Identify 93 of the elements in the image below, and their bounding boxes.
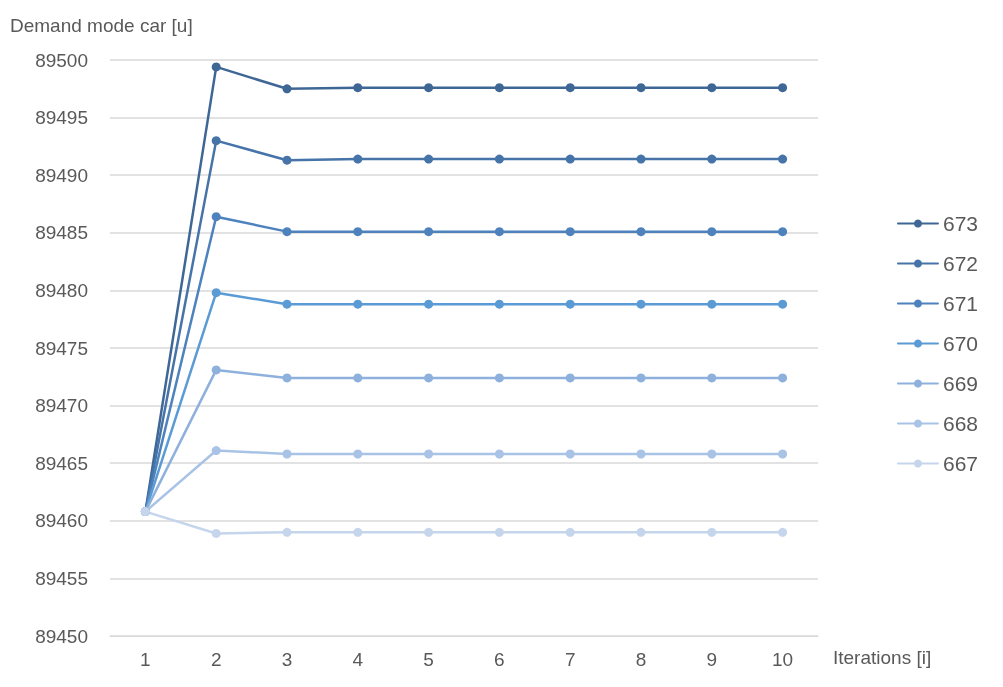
point [778, 227, 788, 237]
point [636, 527, 646, 537]
point [778, 373, 788, 383]
legend-label: 668 [942, 412, 979, 435]
point [211, 446, 221, 456]
legend-label: 670 [942, 332, 979, 355]
point [353, 299, 363, 309]
point [211, 136, 221, 146]
x-tick-label: 5 [423, 649, 434, 670]
point [494, 449, 504, 459]
point [778, 154, 788, 164]
y-tick-label: 89455 [35, 567, 88, 589]
y-tick-label: 89450 [35, 625, 88, 647]
point [353, 449, 363, 459]
point [282, 373, 292, 383]
point [424, 227, 434, 237]
point [282, 84, 292, 94]
point [353, 154, 363, 164]
point [707, 299, 717, 309]
point [707, 527, 717, 537]
point [353, 527, 363, 537]
point [424, 373, 434, 383]
point [636, 83, 646, 93]
x-tick-label: 9 [706, 649, 718, 670]
point [282, 227, 292, 237]
point [565, 373, 575, 383]
point [778, 449, 788, 459]
point [565, 227, 575, 237]
legend-label: 667 [942, 452, 979, 475]
point [636, 154, 646, 164]
point [494, 227, 504, 237]
point [494, 299, 504, 309]
point [707, 83, 717, 93]
point [211, 212, 221, 222]
point [707, 154, 717, 164]
point [353, 83, 363, 93]
point [565, 449, 575, 459]
point [211, 62, 221, 72]
point [282, 449, 292, 459]
point [424, 449, 434, 459]
point [565, 299, 575, 309]
x-axis-title: Iterations [i] [833, 647, 932, 668]
point [707, 227, 717, 237]
legend-label: 669 [942, 372, 979, 395]
point [282, 155, 292, 165]
y-axis-title: Demand mode car [u] [10, 15, 193, 36]
point [565, 527, 575, 537]
y-tick-label: 89470 [35, 395, 88, 417]
point [211, 365, 221, 375]
point [778, 527, 788, 537]
point [636, 227, 646, 237]
legend-label: 673 [942, 212, 979, 235]
point [211, 288, 221, 298]
point [424, 299, 434, 309]
point [707, 373, 717, 383]
y-tick-label: 89500 [35, 49, 88, 71]
point [424, 83, 434, 93]
y-tick-label: 89490 [35, 164, 88, 186]
point [636, 299, 646, 309]
y-tick-label: 89485 [35, 222, 88, 244]
point [778, 83, 788, 93]
y-tick-label: 89480 [35, 279, 88, 301]
point [707, 449, 717, 459]
x-tick-label: 8 [635, 649, 647, 670]
legend-label: 671 [942, 292, 979, 315]
point [211, 528, 221, 538]
point [494, 373, 504, 383]
point [353, 227, 363, 237]
point [636, 449, 646, 459]
point [494, 83, 504, 93]
y-tick-label: 89465 [35, 452, 88, 474]
point [778, 299, 788, 309]
point [424, 154, 434, 164]
x-tick-label: 6 [494, 649, 505, 670]
point [494, 154, 504, 164]
point [565, 154, 575, 164]
x-tick-label: 7 [564, 649, 576, 670]
x-tick-label: 4 [352, 649, 364, 670]
point [494, 527, 504, 537]
y-tick-label: 89475 [35, 337, 88, 359]
point [636, 373, 646, 383]
x-tick-label: 1 [140, 649, 151, 670]
point [565, 83, 575, 93]
x-tick-label: 10 [772, 649, 794, 670]
point [282, 527, 292, 537]
point [424, 527, 434, 537]
point [353, 373, 363, 383]
y-tick-label: 89460 [35, 510, 88, 532]
x-tick-label: 3 [281, 649, 293, 670]
x-tick-label: 2 [210, 649, 222, 670]
point [282, 299, 292, 309]
y-tick-label: 89495 [35, 107, 88, 129]
legend-label: 672 [942, 252, 979, 275]
